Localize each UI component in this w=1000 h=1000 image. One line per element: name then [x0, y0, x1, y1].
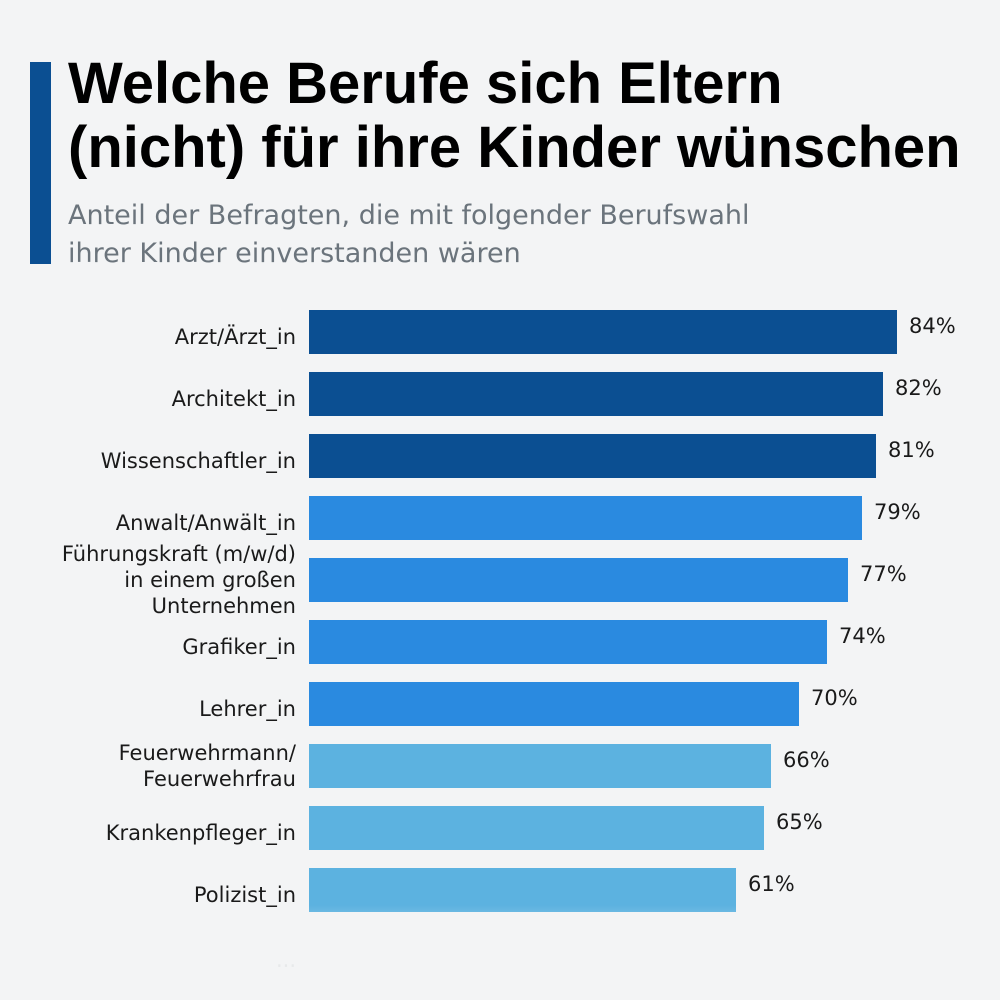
- chart-title: Welche Berufe sich Eltern (nicht) für ih…: [68, 52, 988, 180]
- chart-title-line: Welche Berufe sich Eltern: [68, 51, 783, 116]
- bar: [309, 496, 862, 540]
- value-label: 74%: [839, 624, 886, 648]
- value-label: 70%: [811, 686, 858, 710]
- value-label: 81%: [888, 438, 935, 462]
- bar: [309, 868, 736, 912]
- bar: [309, 372, 883, 416]
- bar: [309, 806, 764, 850]
- accent-bar: [30, 62, 51, 264]
- value-label: 79%: [874, 500, 921, 524]
- value-label: 77%: [860, 562, 907, 586]
- value-label: 65%: [776, 810, 823, 834]
- category-label: Arzt/Ärzt_in: [175, 324, 296, 350]
- bar: [309, 434, 876, 478]
- category-label: Architekt_in: [172, 387, 296, 412]
- value-label: 84%: [909, 314, 956, 338]
- bar: [309, 682, 799, 726]
- chart-subtitle-line: Anteil der Befragten, die mit folgender …: [68, 200, 750, 231]
- category-label: Führungskraft (m/w/d) in einem großen Unte…: [62, 542, 296, 618]
- category-label: Polizist_in: [194, 883, 296, 908]
- chart-title-line: (nicht) für ihre Kinder wünschen: [68, 115, 961, 180]
- category-label: Feuerwehrmann/Feuerwehrfrau: [119, 741, 297, 791]
- value-label: 61%: [748, 872, 795, 896]
- ellipsis-label: ...: [276, 948, 296, 972]
- bar-chart: Arzt/Ärzt_in 84% Architekt_in 82% Wissenscha…: [62, 310, 956, 972]
- value-label: 82%: [895, 376, 942, 400]
- chart-subtitle-line: ihrer Kinder einverstanden wären: [68, 238, 521, 269]
- category-label: Grafiker_in: [182, 635, 296, 660]
- bar: [309, 620, 827, 664]
- value-label: 66%: [783, 748, 830, 772]
- category-label: Wissenschaftler_in: [101, 449, 296, 474]
- chart-subtitle: Anteil der Befragten, die mit folgender …: [68, 197, 968, 273]
- category-label: Lehrer_in: [199, 697, 296, 722]
- bar: [309, 558, 848, 602]
- bar: [309, 744, 771, 788]
- category-label: Krankenpfleger_in: [106, 821, 296, 846]
- category-label: Anwalt/Anwält_in: [116, 511, 296, 536]
- bar: [309, 310, 897, 354]
